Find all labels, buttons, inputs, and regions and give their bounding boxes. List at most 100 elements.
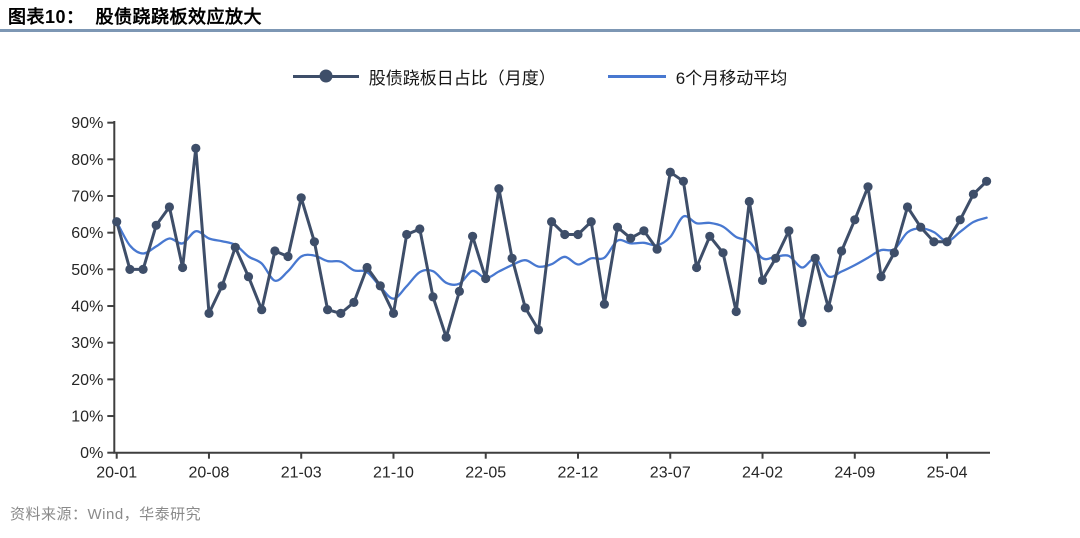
data-point (336, 308, 346, 318)
x-tick-label: 25-04 (927, 465, 968, 482)
series-line-swatch-icon (292, 69, 359, 83)
data-point (968, 189, 979, 199)
y-tick-label: 90% (71, 115, 103, 132)
legend-item-moving-average: 6个月移动平均 (607, 64, 788, 89)
data-point (889, 248, 899, 258)
data-point (982, 176, 992, 186)
data-point (942, 237, 952, 247)
x-tick-label: 21-03 (281, 465, 322, 482)
series-line (115, 146, 989, 339)
data-point (547, 217, 557, 227)
data-point (415, 224, 425, 234)
data-point (309, 237, 319, 247)
data-point (876, 272, 886, 282)
data-point (902, 202, 913, 212)
data-point (573, 229, 583, 240)
y-tick-label: 0% (80, 445, 103, 462)
data-point (402, 229, 412, 240)
data-point (797, 317, 807, 328)
data-point (507, 253, 517, 263)
data-point (850, 215, 860, 225)
chart-legend: 股债跷板日占比（月度） 6个月移动平均 (0, 63, 1080, 89)
title-divider (0, 29, 1080, 32)
data-point (494, 184, 504, 194)
data-point (586, 217, 596, 227)
data-point (151, 220, 161, 230)
y-tick-label: 20% (71, 372, 103, 389)
ma-line-swatch-icon (607, 74, 666, 78)
x-tick-label: 22-12 (558, 465, 599, 482)
data-point (217, 281, 227, 291)
legend-ma-label: 6个月移动平均 (675, 68, 788, 88)
data-point (270, 246, 280, 256)
data-point (771, 253, 781, 263)
data-point (705, 231, 715, 241)
data-point (810, 253, 820, 263)
data-point (283, 251, 293, 262)
x-tick-label: 21-10 (373, 465, 414, 482)
data-point (757, 275, 768, 285)
data-point (441, 332, 451, 342)
data-point (243, 272, 254, 282)
data-point (468, 231, 478, 241)
x-tick-label: 22-05 (465, 465, 506, 482)
x-tick-label: 23-07 (650, 465, 691, 482)
data-point (863, 182, 873, 192)
data-point (178, 262, 188, 273)
source-note: 资料来源：Wind，华泰研究 (10, 506, 202, 523)
data-point (837, 246, 847, 256)
x-tick-label: 20-08 (188, 465, 229, 482)
data-point (230, 242, 240, 252)
data-point (744, 196, 754, 207)
data-point (718, 248, 728, 258)
data-point (955, 215, 965, 225)
x-tick-label: 24-09 (834, 465, 875, 482)
data-point (349, 297, 359, 307)
y-tick-label: 30% (71, 335, 103, 352)
data-point (481, 273, 491, 284)
data-point (191, 143, 201, 153)
legend-series-label: 股债跷板日占比（月度） (368, 68, 556, 88)
y-tick-label: 70% (71, 189, 103, 206)
data-point (204, 308, 214, 318)
data-point (626, 233, 636, 243)
y-tick-label: 10% (71, 409, 103, 426)
data-point (916, 222, 926, 232)
data-point (296, 193, 306, 203)
series-marker-icon (319, 69, 333, 83)
y-tick-label: 60% (71, 225, 103, 242)
moving-average-line (115, 214, 988, 300)
data-point (652, 244, 662, 254)
data-point (929, 237, 939, 247)
data-point (823, 303, 834, 313)
y-tick-label: 80% (71, 152, 103, 169)
data-point (520, 303, 530, 313)
data-point (665, 167, 675, 177)
y-tick-label: 50% (71, 262, 103, 279)
data-point (164, 202, 174, 212)
y-tick-label: 40% (71, 299, 103, 316)
data-point (612, 222, 623, 232)
x-tick-label: 24-02 (742, 465, 783, 482)
legend-item-series: 股债跷板日占比（月度） (292, 64, 556, 89)
data-point (112, 217, 122, 227)
figure-title: 图表10： 股债跷跷板效应放大 (8, 7, 263, 27)
data-point (678, 176, 689, 186)
data-point (560, 229, 570, 240)
data-point (138, 264, 148, 274)
x-tick-label: 20-01 (96, 465, 137, 482)
data-point (731, 306, 741, 317)
data-point (784, 226, 794, 236)
data-point (323, 305, 333, 315)
data-point (388, 308, 399, 318)
data-point (533, 325, 544, 335)
data-point (639, 226, 649, 236)
data-point (692, 262, 702, 273)
data-point (599, 299, 610, 309)
data-point (257, 305, 267, 315)
data-point (362, 262, 372, 273)
data-point (375, 281, 385, 291)
data-point (428, 292, 438, 302)
